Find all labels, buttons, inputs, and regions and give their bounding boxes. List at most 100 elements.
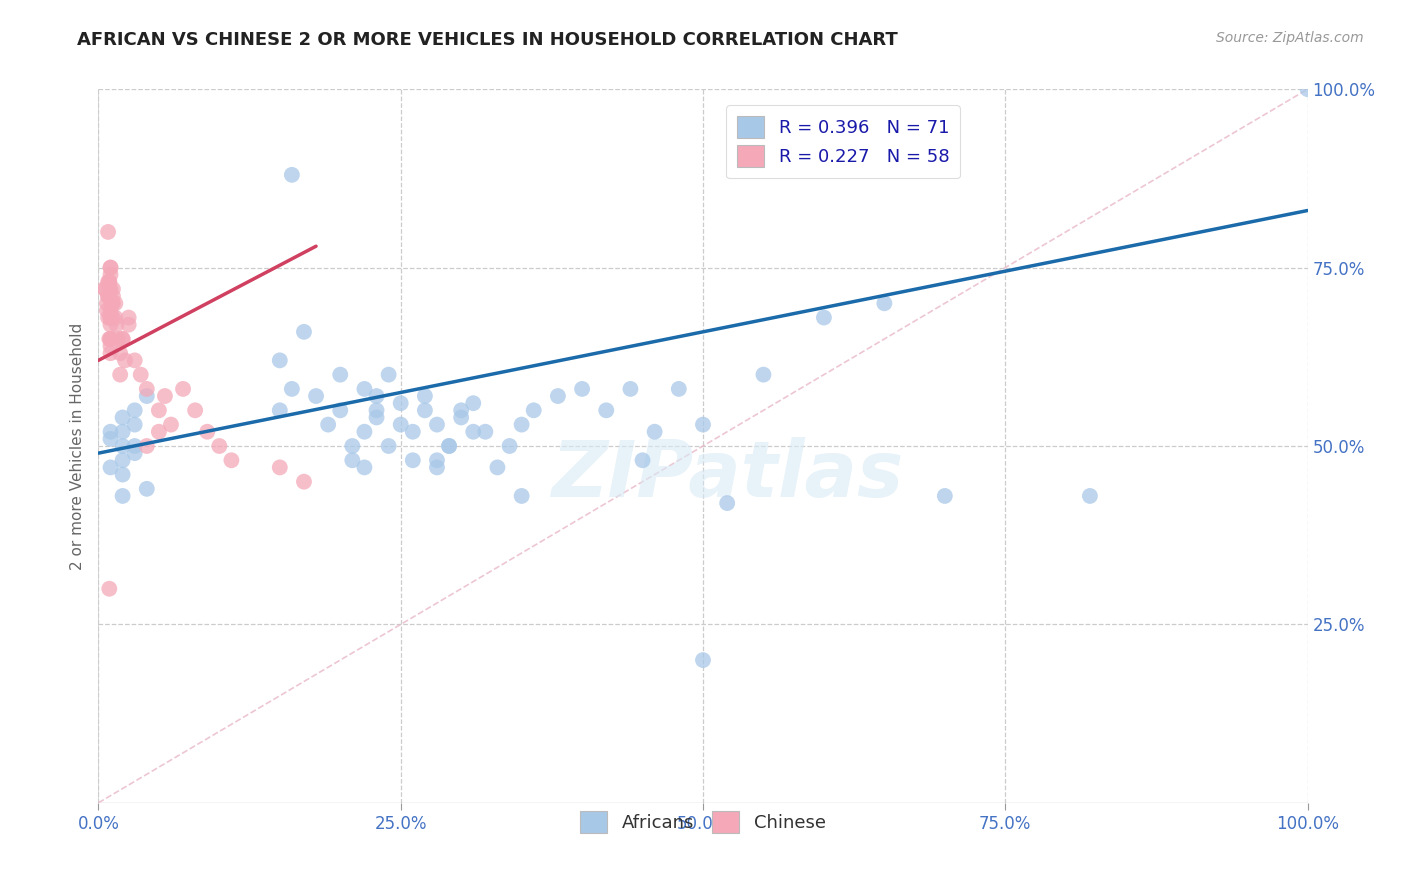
Point (100, 346, 122, 360)
Point (160, 417, 183, 432)
Point (571, 382, 593, 396)
Point (498, 439, 520, 453)
Point (547, 389, 569, 403)
Point (269, 460, 291, 475)
Point (184, 403, 207, 417)
Point (111, 467, 134, 482)
Point (172, 382, 194, 396)
Point (100, 296, 122, 310)
Point (107, 332, 129, 346)
Point (129, 368, 152, 382)
Point (426, 453, 449, 467)
Point (111, 439, 134, 453)
Point (100, 318, 122, 332)
Point (1078, 489, 1101, 503)
Point (97, 289, 120, 303)
Point (135, 482, 157, 496)
Point (105, 318, 128, 332)
Point (97, 275, 120, 289)
Point (389, 396, 412, 410)
Point (692, 653, 714, 667)
Point (153, 389, 176, 403)
Point (100, 310, 122, 325)
Point (108, 346, 131, 360)
Text: ZIPatlas: ZIPatlas (551, 436, 903, 513)
Point (135, 439, 157, 453)
Point (111, 410, 134, 425)
Legend: Africans, Chinese: Africans, Chinese (574, 804, 832, 840)
Point (100, 310, 122, 325)
Point (292, 475, 315, 489)
Point (316, 417, 339, 432)
Point (100, 260, 122, 275)
Point (292, 325, 315, 339)
Point (148, 425, 170, 439)
Point (402, 425, 425, 439)
Point (377, 439, 399, 453)
Point (208, 439, 231, 453)
Point (353, 382, 375, 396)
Point (353, 460, 375, 475)
Point (934, 489, 956, 503)
Point (118, 318, 141, 332)
Point (111, 489, 134, 503)
Point (595, 403, 617, 417)
Point (474, 425, 496, 439)
Point (437, 439, 460, 453)
Point (104, 310, 127, 325)
Point (97, 310, 120, 325)
Point (437, 439, 460, 453)
Point (124, 439, 146, 453)
Point (98, 275, 121, 289)
Point (269, 353, 291, 368)
Point (98, 282, 121, 296)
Point (100, 296, 122, 310)
Point (644, 425, 666, 439)
Point (463, 425, 485, 439)
Point (111, 332, 134, 346)
Point (135, 382, 157, 396)
Point (100, 332, 122, 346)
Point (389, 417, 412, 432)
Point (124, 353, 146, 368)
Point (619, 382, 641, 396)
Point (101, 289, 124, 303)
Point (135, 389, 157, 403)
Point (813, 310, 835, 325)
Point (111, 453, 134, 467)
Point (269, 403, 291, 417)
Point (100, 268, 122, 282)
Point (124, 446, 146, 460)
Point (413, 403, 436, 417)
Y-axis label: 2 or more Vehicles in Household: 2 or more Vehicles in Household (70, 322, 86, 570)
Point (97, 225, 120, 239)
Point (523, 403, 546, 417)
Point (716, 496, 738, 510)
Point (342, 453, 364, 467)
Point (510, 489, 533, 503)
Point (118, 310, 141, 325)
Point (510, 417, 533, 432)
Point (97, 289, 120, 303)
Point (329, 403, 352, 417)
Point (98, 582, 121, 596)
Point (353, 425, 375, 439)
Point (692, 417, 714, 432)
Point (100, 339, 122, 353)
Point (100, 332, 122, 346)
Point (111, 425, 134, 439)
Point (668, 382, 690, 396)
Point (329, 368, 352, 382)
Point (104, 296, 127, 310)
Point (281, 168, 304, 182)
Point (101, 296, 124, 310)
Point (463, 396, 485, 410)
Point (366, 410, 388, 425)
Point (486, 460, 509, 475)
Point (752, 368, 775, 382)
Point (98, 275, 121, 289)
Point (111, 332, 134, 346)
Point (450, 403, 472, 417)
Point (281, 382, 304, 396)
Point (221, 453, 243, 467)
